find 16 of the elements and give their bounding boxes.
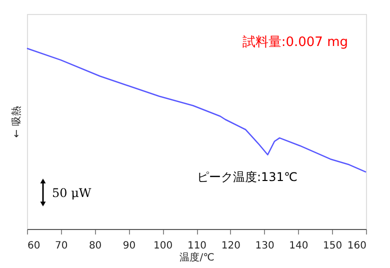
x-tick-label: 60 [28, 240, 40, 252]
x-tick-label: 110 [187, 240, 207, 252]
x-tick-label: 70 [55, 240, 68, 252]
annotation: 50 μW [52, 186, 92, 200]
annotation: 試料量:0.007 mg [242, 35, 348, 50]
x-axis-title: 温度/℃ [180, 252, 214, 264]
x-tick-label: 150 [323, 240, 342, 252]
x-tick-label: 100 [154, 240, 173, 252]
x-tick-label: 80 [88, 240, 102, 252]
y-axis-title: ← 吸熱 [10, 106, 22, 138]
x-tick-label: 120 [221, 240, 240, 252]
x-tick-label: 140 [289, 240, 308, 252]
x-tick-label: 130 [255, 240, 274, 252]
x-tick-label: 160 [347, 240, 366, 252]
annotation: ピーク温度:131℃ [197, 170, 298, 184]
x-tick-label: 90 [122, 240, 136, 252]
